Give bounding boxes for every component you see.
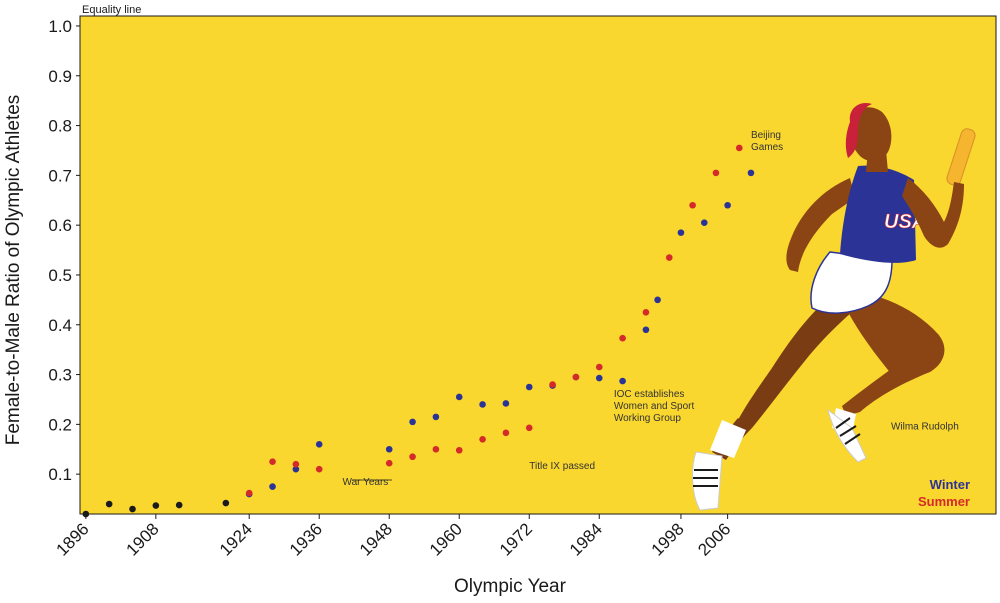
data-point-series-2	[689, 201, 696, 209]
data-point-series-1	[409, 418, 416, 426]
annotation-ioc: IOC establishes	[614, 389, 685, 400]
data-point-series-2	[642, 309, 650, 316]
y-tick-label: 0.8	[48, 117, 72, 136]
runner-front-shin	[842, 356, 930, 416]
x-tick-label: 1972	[496, 519, 536, 559]
runner-head	[850, 107, 892, 161]
data-point-series-2	[735, 144, 743, 152]
runner-back-sock	[710, 420, 746, 458]
runner-back-leg	[738, 290, 852, 428]
legend: Winter Summer	[918, 477, 970, 509]
y-tick-label: 0.5	[48, 266, 72, 285]
y-axis-ticks: 0.1 0.2 0.3 0.4 0.5 0.6 0.7 0.8 0.9 1.0	[48, 17, 80, 484]
x-axis-ticks: 1896 1908 1924 1936 1948 1960 1972 1984 1998 2006	[52, 514, 734, 560]
annotation-beijing: Games	[751, 142, 783, 153]
data-point-series-1	[619, 377, 626, 385]
data-point-series-2	[292, 460, 300, 468]
data-point-series-2	[315, 465, 323, 473]
data-point-series-1	[677, 229, 685, 236]
y-tick-label: 0.7	[48, 166, 72, 185]
y-tick-label: 0.6	[48, 216, 72, 235]
runner-illustration: USA	[692, 102, 976, 511]
baton	[946, 128, 976, 186]
data-point-series-2	[665, 254, 673, 261]
data-point-series-2	[549, 381, 556, 388]
data-point-series-2	[269, 458, 276, 466]
data-point-series-1	[292, 465, 300, 473]
data-point-series-1	[700, 219, 708, 226]
runner-back-shoe	[692, 451, 723, 511]
runner-back-arm	[786, 178, 855, 272]
data-point-series-1	[747, 169, 755, 177]
data-point-series-2	[572, 373, 580, 381]
data-point-series-2	[409, 453, 416, 461]
data-point-series-2	[245, 489, 253, 497]
y-tick-label: 0.9	[48, 67, 72, 86]
x-tick-label: 1896	[52, 519, 92, 559]
data-point-series-1	[642, 326, 650, 334]
data-point-series-1	[479, 401, 486, 408]
x-tick-label: 1924	[216, 519, 256, 559]
data-point-series-1	[595, 374, 603, 382]
data-point-series-2	[385, 459, 393, 467]
y-tick-label: 0.1	[48, 465, 72, 484]
data-point-series-2	[502, 429, 510, 437]
y-tick-label: 0.4	[48, 316, 72, 335]
x-axis-title: Olympic Year	[454, 576, 567, 597]
data-point-series-2	[525, 424, 533, 432]
x-tick-label: 1984	[566, 519, 606, 559]
y-tick-label: 1.0	[48, 17, 72, 36]
data-point-series-2	[455, 446, 463, 454]
data-point-series-0	[175, 501, 183, 509]
data-point-series-1	[432, 413, 440, 421]
data-point-series-1	[385, 445, 393, 453]
data-point-series-0	[82, 510, 90, 518]
data-point-series-1	[654, 296, 661, 304]
runner-hair	[845, 102, 872, 158]
y-tick-label: 0.2	[48, 415, 72, 434]
data-point-series-2	[619, 334, 626, 342]
runner-shorts	[810, 251, 893, 314]
legend-winter: Winter	[930, 477, 970, 492]
x-tick-label: 1908	[122, 519, 162, 559]
runner-singlet	[840, 165, 916, 263]
data-points	[82, 144, 755, 518]
data-point-series-1	[502, 400, 510, 407]
data-point-series-1	[315, 440, 323, 448]
data-point-series-0	[152, 502, 160, 509]
data-point-series-2	[595, 363, 603, 371]
x-tick-label: 1960	[426, 519, 466, 559]
annotation-wilma: Wilma Rudolph	[891, 421, 959, 432]
data-point-series-1	[455, 393, 463, 401]
annotation-ioc: Working Group	[614, 413, 682, 424]
runner-front-thigh	[848, 292, 945, 380]
y-axis-title: Female-to-Male Ratio of Olympic Athletes	[3, 95, 24, 446]
x-tick-label: 1948	[356, 519, 396, 559]
equality-line-label: Equality line	[82, 4, 141, 16]
legend-summer: Summer	[918, 494, 970, 509]
data-point-series-1	[269, 483, 276, 490]
annotation-beijing: Beijing	[751, 130, 781, 141]
runner-front-arm	[902, 178, 964, 248]
x-tick-label: 1936	[286, 519, 326, 559]
annotation-war: War Years	[343, 477, 389, 488]
runner-front-shoe	[827, 408, 867, 463]
x-tick-label: 2006	[694, 519, 734, 559]
data-point-series-0	[105, 500, 113, 508]
annotation-titleix: Title IX passed	[529, 461, 595, 472]
data-point-series-1	[724, 201, 731, 209]
annotation-ioc: Women and Sport	[614, 401, 695, 412]
data-point-series-0	[129, 505, 136, 513]
data-point-series-2	[432, 445, 440, 453]
x-tick-label: 1998	[648, 519, 688, 559]
data-point-series-0	[222, 499, 230, 507]
y-tick-label: 0.3	[48, 366, 72, 385]
data-point-series-1	[525, 383, 533, 391]
data-point-series-2	[479, 436, 486, 443]
data-point-series-2	[712, 169, 720, 177]
